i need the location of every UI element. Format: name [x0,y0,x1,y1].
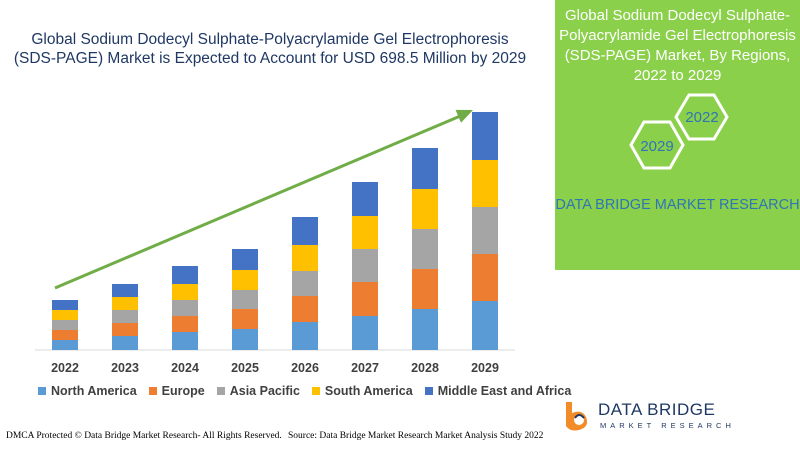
legend-swatch [148,387,157,395]
x-tick-label: 2027 [351,361,379,375]
legend-swatch [216,387,225,395]
bar-segment-2025-3 [232,270,258,290]
bar-segment-2022-2 [52,320,78,330]
bar-segment-2024-0 [172,332,198,350]
logo-tagline: MARKET RESEARCH [600,421,735,430]
year-hexagons: 2022 2029 [629,93,729,170]
panel-title: Global Sodium Dodecyl Sulphate-Polyacryl… [559,7,796,84]
x-tick-label: 2024 [171,361,199,375]
bar-segment-2024-2 [172,300,198,316]
footer-source: Source: Data Bridge Market Research Mark… [288,431,544,441]
x-tick-label: 2022 [51,361,79,375]
bar-segment-2027-1 [352,282,378,316]
bar-segment-2023-1 [112,323,138,336]
stacked-bar-chart: 2022 2023 2024 2025 2026 2027 2028 2029 [35,109,515,375]
trend-arrow-line [54,112,466,290]
legend-swatch [424,387,433,395]
panel-brand: DATA BRIDGE MARKET RESEARCH [555,197,800,213]
bar-segment-2022-3 [52,310,78,320]
legend-item: South America [311,384,413,398]
bar-segment-2025-2 [232,290,258,309]
bar-segment-2029-0 [472,301,498,350]
x-tick-label: 2029 [471,361,499,375]
legend-item: Middle East and Africa [424,384,572,398]
trend-arrow-head [455,109,473,123]
footer-copyright: DMCA Protected © Data Bridge Market Rese… [6,431,282,441]
chart-title: Global Sodium Dodecyl Sulphate-Polyacryl… [13,31,527,67]
bar-segment-2025-4 [232,249,258,270]
bar-segment-2023-0 [112,336,138,350]
bar-segment-2029-4 [472,112,498,160]
bar-segment-2026-3 [292,245,318,271]
bar-segment-2022-0 [52,340,78,350]
x-tick-label: 2028 [411,361,439,375]
logo-mark-icon [566,402,588,431]
bar-segment-2027-2 [352,249,378,282]
bar-segment-2025-1 [232,309,258,329]
bar-segment-2028-2 [412,229,438,269]
company-logo: DATA BRIDGE MARKET RESEARCH [560,398,780,434]
bar-segment-2026-2 [292,271,318,296]
bar-segment-2028-3 [412,189,438,229]
legend-label: Asia Pacific [229,384,300,398]
legend-item: Asia Pacific [216,384,300,398]
bar-segment-2025-0 [232,329,258,350]
legend-item: Europe [148,384,205,398]
bar-segment-2027-4 [352,182,378,216]
bar-segment-2029-1 [472,254,498,301]
bar-segment-2022-4 [52,300,78,310]
bar-segment-2027-3 [352,216,378,249]
bar-segment-2026-0 [292,322,318,350]
bar-segment-2028-0 [412,309,438,350]
bar-segment-2026-4 [292,217,318,245]
bar-segment-2026-1 [292,296,318,322]
x-tick-label: 2025 [231,361,259,375]
bar-segment-2023-4 [112,284,138,297]
bar-segment-2022-1 [52,330,78,340]
bar-segment-2023-3 [112,297,138,310]
legend-swatch [311,387,320,395]
bar-segment-2029-3 [472,160,498,207]
hex-2022-label: 2022 [685,109,718,126]
legend-label: South America [324,384,413,398]
bar-segment-2028-1 [412,269,438,309]
bar-segment-2024-4 [172,266,198,284]
bar-segment-2024-1 [172,316,198,332]
bar-segment-2023-2 [112,310,138,323]
x-tick-label: 2023 [111,361,139,375]
hex-2022-shape [674,93,729,141]
legend-label: North America [51,384,137,398]
bar-segment-2028-4 [412,148,438,189]
chart-legend: North America Europe Asia Pacific South Ame… [38,384,571,398]
bar-segment-2024-3 [172,284,198,300]
bar-segment-2027-0 [352,316,378,350]
bar-segment-2029-2 [472,207,498,254]
logo-name: DATA BRIDGE [598,400,716,419]
legend-swatch [38,387,46,395]
hex-2029-shape [629,120,685,170]
summary-panel: Global Sodium Dodecyl Sulphate-Polyacryl… [555,0,800,270]
legend-item: North America [38,384,137,398]
hex-2029-label: 2029 [640,138,673,155]
legend-label: Middle East and Africa [437,384,572,398]
legend-label: Europe [161,384,205,398]
x-tick-label: 2026 [291,361,319,375]
